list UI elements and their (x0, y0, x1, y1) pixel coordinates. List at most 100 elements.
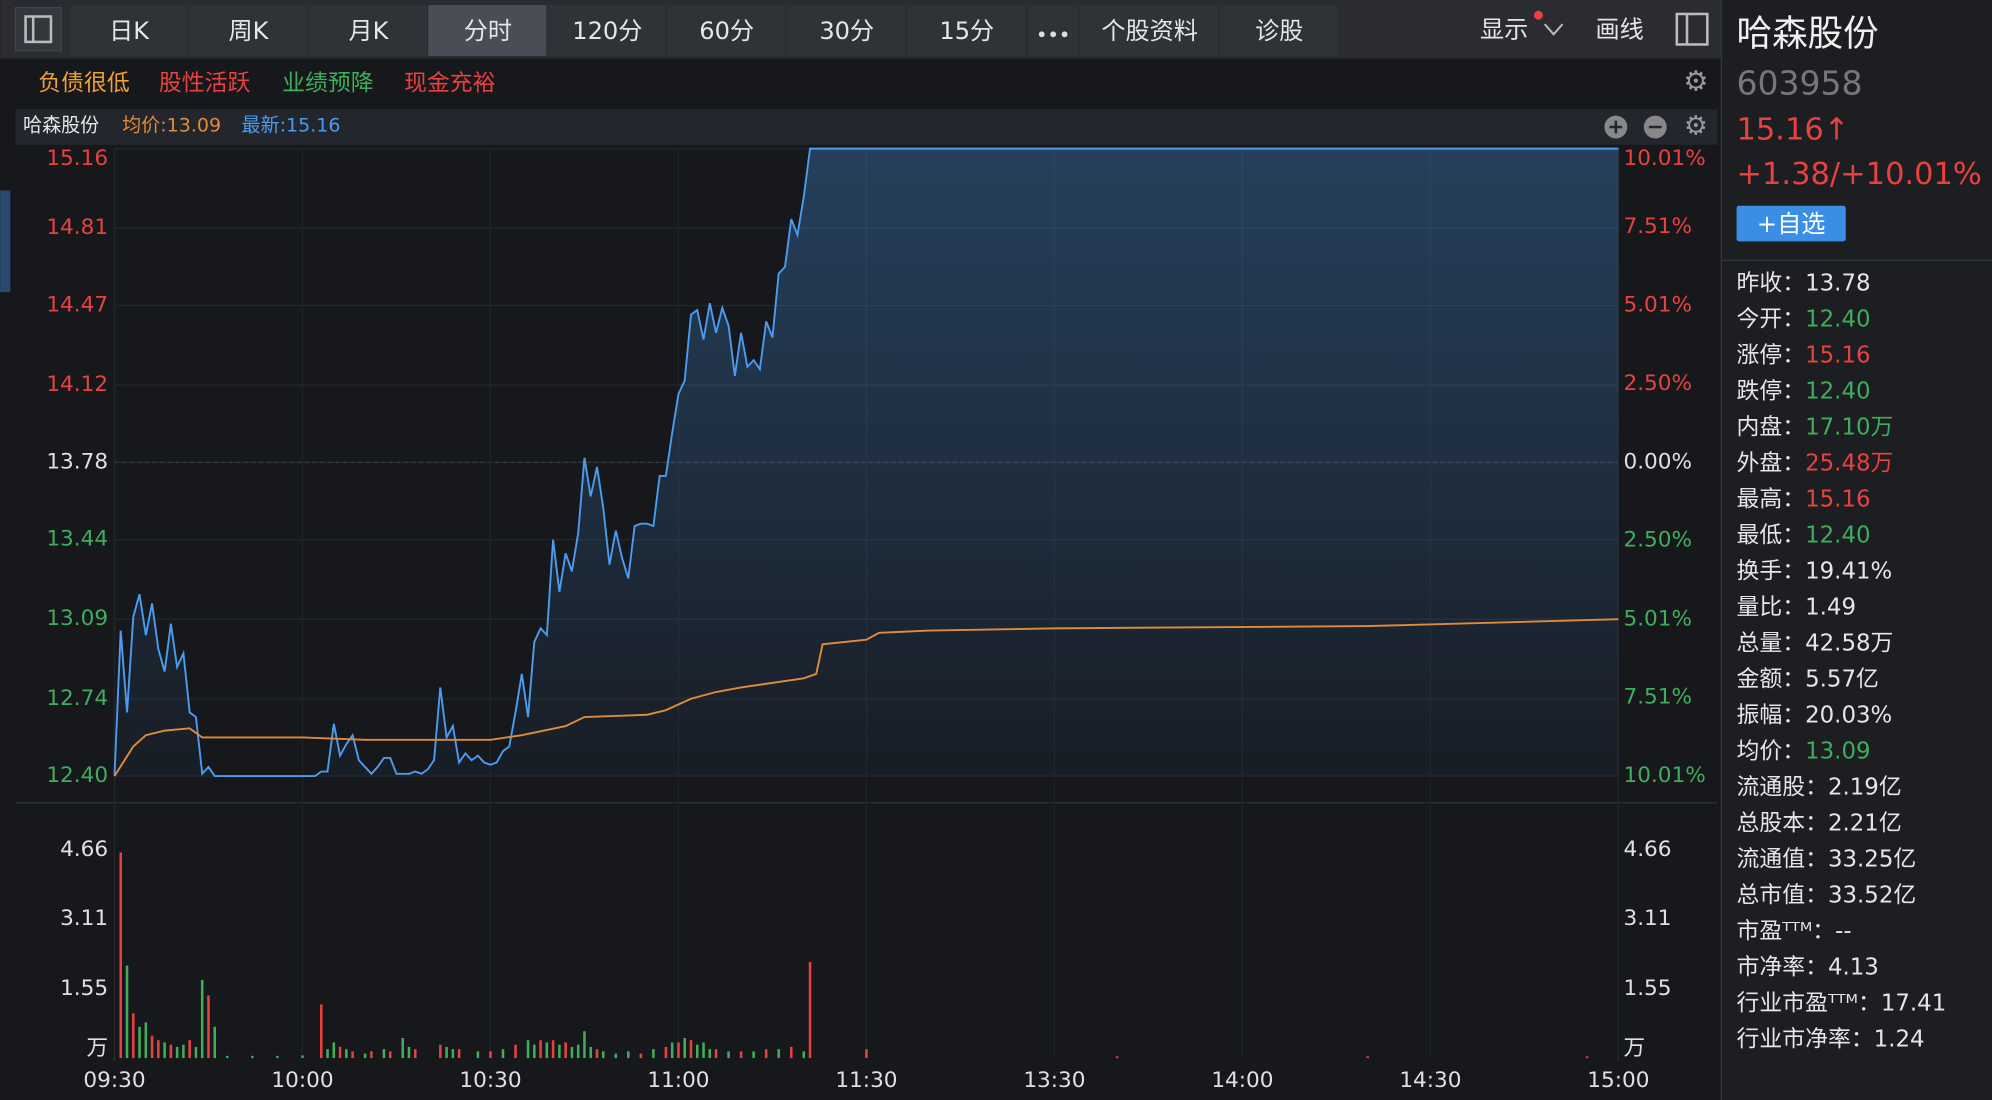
tag[interactable]: 现金充裕 (404, 70, 495, 96)
stat-row: 量比：1.49 (1737, 594, 1856, 620)
quote-panel (1721, 0, 1992, 1100)
tab[interactable] (1219, 5, 1338, 56)
stat-value: 2.21亿 (1828, 810, 1902, 836)
stat-value: 20.03% (1805, 702, 1892, 728)
panel-icon[interactable] (1675, 12, 1709, 46)
volume-bar (514, 1044, 517, 1059)
volume-bar (445, 1046, 448, 1059)
watch-button[interactable] (1736, 205, 1846, 242)
volume-bar (169, 1044, 173, 1059)
volume-bar (345, 1049, 348, 1059)
volume-bar (150, 1035, 154, 1059)
stat-value: 33.25亿 (1828, 846, 1916, 872)
volume-bar (207, 995, 210, 1059)
stock-change: +1.38/+10.01% (1737, 157, 1982, 192)
y2-tick-label: 0.00% (1623, 449, 1692, 474)
stat-label: 跌停： (1737, 378, 1806, 404)
volume-bar (583, 1031, 586, 1059)
stat-row: 内盘：17.10万 (1737, 414, 1894, 440)
y-tick-label: 13.78 (46, 449, 108, 474)
stat-label: 行业市净率： (1737, 1026, 1874, 1052)
stat-value: -- (1835, 918, 1852, 944)
volume-bar (558, 1044, 561, 1059)
volume-bar (363, 1053, 367, 1059)
draw-button[interactable]: 画线 (1596, 15, 1644, 43)
legend-bar (15, 109, 1718, 145)
stat-label: 外盘： (1737, 450, 1806, 476)
stat-row: 总量：42.58万 (1737, 630, 1894, 656)
volume-bar (789, 1046, 793, 1059)
y-tick-label: 3.11 (60, 906, 108, 931)
chart-settings-icon[interactable]: ⚙ (1684, 111, 1708, 142)
x-tick-label: 14:00 (1211, 1068, 1273, 1093)
volume-bar (708, 1049, 712, 1059)
volume-bar (125, 965, 129, 1059)
tab[interactable] (1079, 5, 1219, 56)
tag[interactable]: 业绩预降 (282, 70, 374, 96)
x-tick-label: 15:00 (1587, 1068, 1649, 1093)
volume-bar (727, 1051, 730, 1059)
settings-icon[interactable]: ⚙ (1683, 65, 1708, 98)
stat-row: 行业市净率：1.24 (1737, 1026, 1925, 1052)
volume-bar (501, 1049, 505, 1059)
stat-row: 金额：5.57亿 (1737, 666, 1879, 692)
stock-code: 603958 (1737, 64, 1863, 103)
side-accent (0, 190, 11, 293)
stat-row: 行业市盈ᵀᵀᴹ：17.41 (1737, 990, 1947, 1016)
volume-bar (188, 1040, 191, 1059)
volume-bar (338, 1046, 342, 1059)
volume-bar (652, 1049, 655, 1059)
display-button[interactable]: 显示 (1480, 15, 1528, 43)
tab[interactable] (70, 5, 187, 56)
legend-entry: 均价:13.09 (122, 114, 221, 136)
volume-bar (326, 1049, 329, 1059)
volume-bar (570, 1046, 574, 1059)
tag[interactable]: 股性活跃 (159, 70, 251, 96)
stat-label: 今开： (1737, 306, 1806, 332)
x-tick-label: 14:30 (1399, 1068, 1461, 1093)
volume-bar (564, 1042, 567, 1059)
stat-row: 振幅：20.03% (1737, 702, 1893, 728)
dot (1038, 31, 1045, 38)
volume-bar (545, 1042, 549, 1059)
tab[interactable] (786, 5, 906, 56)
sidebar-toggle[interactable] (14, 6, 62, 52)
stat-label: 流通股： (1737, 774, 1828, 800)
legend-entry: 最新:15.16 (241, 114, 340, 136)
y-tick-label: 14.81 (46, 215, 108, 240)
stat-label: 总市值： (1737, 882, 1828, 908)
stat-row: 总市值：33.52亿 (1737, 882, 1917, 908)
stat-label: 总量： (1737, 630, 1806, 656)
stat-value: 42.58万 (1805, 630, 1893, 656)
stat-value: 15.16 (1805, 342, 1870, 368)
tag[interactable]: 负债很低 (38, 70, 130, 96)
tab[interactable] (188, 5, 308, 56)
stat-row: 换手：19.41% (1737, 558, 1893, 584)
stat-value: 13.09 (1805, 738, 1870, 764)
stat-value: 4.13 (1828, 954, 1879, 980)
stat-value: 12.40 (1805, 522, 1870, 548)
tab[interactable] (428, 5, 547, 56)
stat-label: 最低： (1737, 522, 1806, 548)
volume-bar (175, 1046, 179, 1059)
y-tick-label: 4.66 (60, 837, 108, 862)
stat-label: 振幅： (1737, 702, 1806, 728)
tab[interactable] (547, 5, 666, 56)
more-button[interactable] (1027, 5, 1079, 56)
tab[interactable] (308, 5, 427, 56)
stat-row: 流通股：2.19亿 (1737, 774, 1902, 800)
tab[interactable] (667, 5, 786, 56)
volume-bar (533, 1044, 536, 1059)
x-tick-label: 11:30 (835, 1068, 897, 1093)
stat-value: 1.49 (1805, 594, 1856, 620)
y2-tick-label: 4.66 (1623, 837, 1671, 862)
volume-bar (451, 1049, 455, 1059)
stat-value: 1.24 (1874, 1026, 1925, 1052)
volume-bar (163, 1042, 166, 1059)
price-line (113, 147, 1619, 778)
tab[interactable] (907, 5, 1026, 56)
y2-tick-label: 7.51% (1623, 685, 1692, 710)
volume-bar (589, 1046, 592, 1059)
stat-row: 最高：15.16 (1737, 486, 1871, 512)
volume-bar (138, 1026, 141, 1059)
